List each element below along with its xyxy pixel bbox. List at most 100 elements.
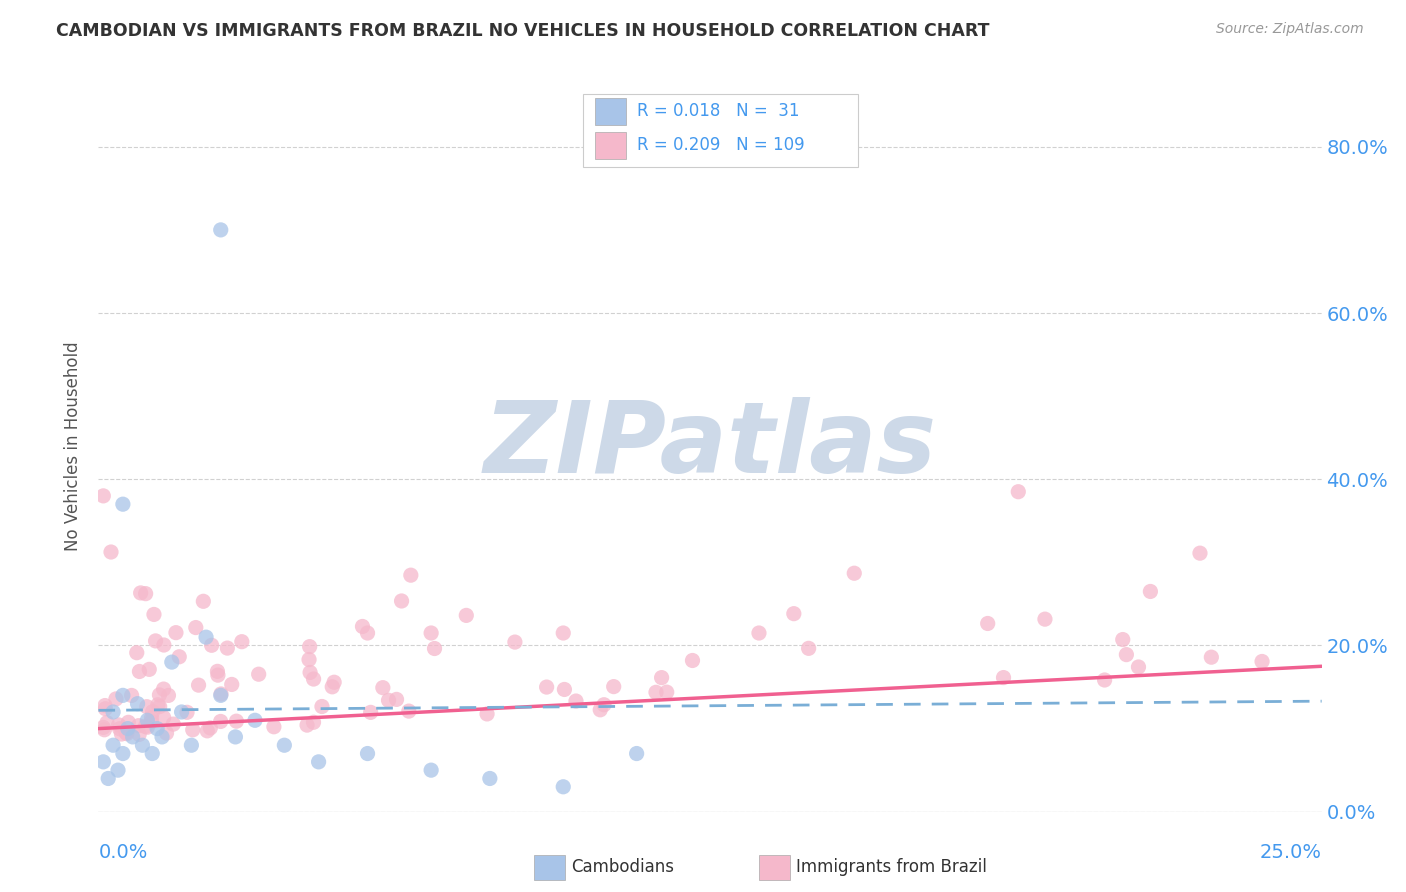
- Point: [553, 780, 575, 794]
- Point: [321, 680, 343, 694]
- Point: [145, 634, 167, 648]
- Point: [976, 616, 998, 631]
- Point: [273, 738, 295, 752]
- Point: [121, 730, 143, 744]
- Point: [170, 705, 193, 719]
- Point: [475, 706, 498, 721]
- Point: [143, 607, 166, 622]
- Point: [224, 730, 246, 744]
- Point: [153, 638, 176, 652]
- Point: [651, 671, 673, 685]
- Point: [207, 668, 229, 682]
- Point: [94, 702, 117, 716]
- Text: Cambodians: Cambodians: [571, 858, 673, 876]
- Point: [593, 698, 616, 712]
- Point: [1115, 648, 1137, 662]
- Point: [391, 594, 413, 608]
- Point: [195, 630, 218, 644]
- Point: [136, 720, 159, 734]
- Point: [1139, 584, 1161, 599]
- Point: [308, 755, 330, 769]
- Point: [503, 635, 526, 649]
- Point: [146, 698, 169, 712]
- Point: [149, 699, 172, 714]
- Point: [645, 685, 668, 699]
- Point: [420, 626, 443, 640]
- Point: [844, 566, 866, 581]
- Point: [127, 697, 149, 711]
- Point: [165, 625, 187, 640]
- Point: [152, 710, 174, 724]
- Text: 25.0%: 25.0%: [1260, 843, 1322, 862]
- Point: [478, 772, 501, 786]
- Point: [993, 671, 1015, 685]
- Point: [298, 640, 321, 654]
- Point: [101, 738, 124, 752]
- Point: [243, 714, 266, 728]
- Point: [128, 719, 150, 733]
- Point: [162, 717, 184, 731]
- Point: [141, 747, 163, 761]
- Point: [360, 706, 382, 720]
- Point: [553, 626, 575, 640]
- Point: [135, 587, 157, 601]
- Point: [128, 727, 150, 741]
- Point: [1128, 660, 1150, 674]
- Point: [184, 621, 207, 635]
- Point: [209, 689, 232, 703]
- Point: [134, 719, 156, 733]
- Point: [377, 693, 399, 707]
- Point: [302, 672, 325, 686]
- Point: [128, 665, 150, 679]
- Point: [565, 694, 588, 708]
- Point: [117, 722, 139, 736]
- Y-axis label: No Vehicles in Household: No Vehicles in Household: [65, 341, 83, 551]
- Point: [155, 726, 177, 740]
- Point: [150, 730, 173, 744]
- Point: [129, 586, 152, 600]
- Point: [295, 718, 318, 732]
- Text: Immigrants from Brazil: Immigrants from Brazil: [796, 858, 987, 876]
- Point: [96, 715, 118, 730]
- Point: [209, 714, 232, 729]
- Point: [111, 747, 134, 761]
- Point: [420, 763, 443, 777]
- Point: [176, 706, 198, 720]
- Point: [398, 704, 420, 718]
- Point: [115, 726, 138, 740]
- Point: [356, 747, 378, 761]
- Text: CAMBODIAN VS IMMIGRANTS FROM BRAZIL NO VEHICLES IN HOUSEHOLD CORRELATION CHART: CAMBODIAN VS IMMIGRANTS FROM BRAZIL NO V…: [56, 22, 990, 40]
- Point: [423, 641, 446, 656]
- Point: [100, 545, 122, 559]
- Point: [141, 714, 163, 729]
- Point: [1007, 484, 1029, 499]
- Point: [1201, 650, 1223, 665]
- Point: [797, 641, 820, 656]
- Point: [302, 715, 325, 730]
- Point: [385, 692, 408, 706]
- Point: [157, 689, 180, 703]
- Point: [193, 594, 215, 608]
- Text: ZIPatlas: ZIPatlas: [484, 398, 936, 494]
- Point: [125, 646, 148, 660]
- Point: [111, 497, 134, 511]
- Point: [371, 681, 394, 695]
- Text: R = 0.209   N = 109: R = 0.209 N = 109: [637, 136, 804, 154]
- Point: [97, 772, 120, 786]
- Point: [138, 662, 160, 676]
- Point: [536, 680, 558, 694]
- Point: [187, 678, 209, 692]
- Point: [456, 608, 478, 623]
- Point: [152, 682, 174, 697]
- Point: [141, 705, 163, 719]
- Point: [200, 721, 222, 735]
- Point: [141, 711, 163, 725]
- Point: [180, 738, 202, 752]
- Point: [136, 714, 159, 728]
- Point: [209, 687, 232, 701]
- Point: [93, 723, 115, 737]
- Point: [352, 619, 374, 633]
- Text: Source: ZipAtlas.com: Source: ZipAtlas.com: [1216, 22, 1364, 37]
- Point: [626, 747, 648, 761]
- Point: [225, 714, 247, 728]
